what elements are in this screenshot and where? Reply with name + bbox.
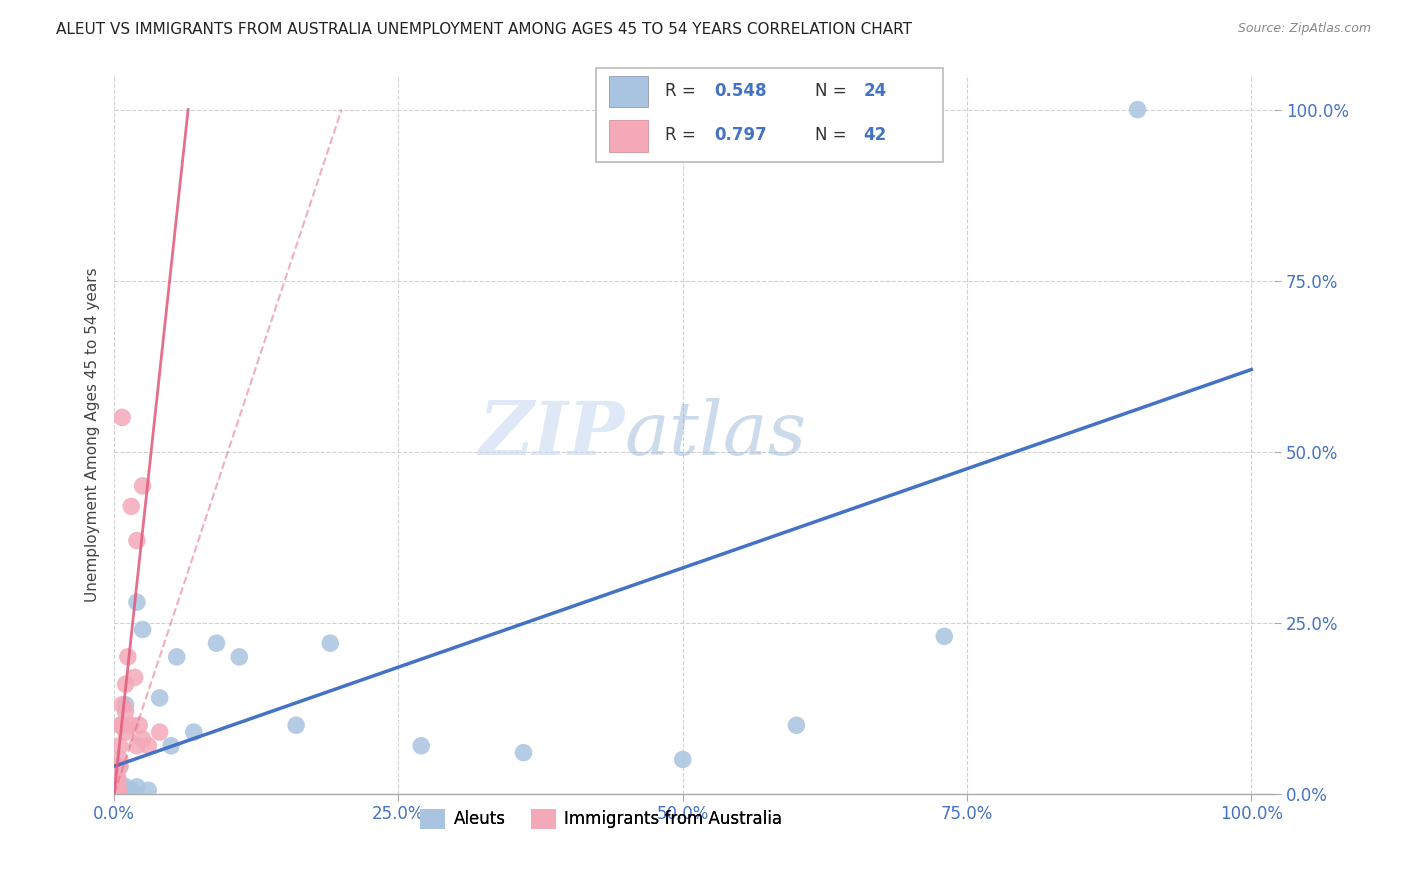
- Point: [107, 784, 129, 798]
- Point: [205, 636, 228, 650]
- Point: [160, 739, 183, 753]
- Point: [107, 784, 129, 798]
- Point: [107, 776, 129, 790]
- Point: [149, 690, 172, 705]
- Point: [107, 781, 129, 796]
- Point: [114, 780, 136, 794]
- Point: [166, 649, 188, 664]
- Point: [117, 649, 139, 664]
- Point: [107, 781, 129, 796]
- Point: [107, 784, 129, 798]
- Legend: Aleuts, Immigrants from Australia: Aleuts, Immigrants from Australia: [413, 802, 789, 836]
- Point: [411, 739, 433, 753]
- Point: [120, 783, 142, 797]
- Text: Source: ZipAtlas.com: Source: ZipAtlas.com: [1237, 22, 1371, 36]
- Point: [108, 776, 131, 790]
- Point: [107, 784, 129, 798]
- Point: [107, 780, 129, 794]
- Point: [285, 718, 308, 732]
- Point: [111, 410, 134, 425]
- Point: [128, 718, 150, 732]
- Point: [136, 783, 159, 797]
- Y-axis label: Unemployment Among Ages 45 to 54 years: Unemployment Among Ages 45 to 54 years: [86, 268, 100, 602]
- Point: [114, 698, 136, 712]
- Point: [107, 784, 129, 798]
- Text: ALEUT VS IMMIGRANTS FROM AUSTRALIA UNEMPLOYMENT AMONG AGES 45 TO 54 YEARS CORREL: ALEUT VS IMMIGRANTS FROM AUSTRALIA UNEMP…: [56, 22, 912, 37]
- Point: [125, 533, 148, 548]
- Point: [108, 752, 131, 766]
- Point: [107, 784, 129, 798]
- Point: [228, 649, 250, 664]
- Text: atlas: atlas: [624, 399, 807, 471]
- Point: [111, 698, 134, 712]
- Point: [934, 629, 956, 643]
- Point: [785, 718, 807, 732]
- Point: [125, 595, 148, 609]
- Point: [108, 759, 131, 773]
- Point: [125, 739, 148, 753]
- Point: [1126, 103, 1149, 117]
- Point: [108, 718, 131, 732]
- Point: [131, 731, 153, 746]
- Point: [114, 677, 136, 691]
- Point: [114, 725, 136, 739]
- Point: [319, 636, 342, 650]
- Point: [111, 718, 134, 732]
- Point: [131, 479, 153, 493]
- Point: [107, 781, 129, 796]
- Point: [107, 772, 129, 787]
- Point: [107, 784, 129, 798]
- Point: [107, 784, 129, 798]
- Point: [107, 770, 129, 784]
- Point: [107, 784, 129, 798]
- Point: [136, 739, 159, 753]
- Point: [131, 623, 153, 637]
- Point: [108, 783, 131, 797]
- Point: [183, 725, 205, 739]
- Point: [672, 752, 695, 766]
- Point: [120, 718, 142, 732]
- Point: [107, 784, 129, 798]
- Text: ZIP: ZIP: [478, 399, 624, 471]
- Point: [108, 759, 131, 773]
- Point: [107, 780, 129, 794]
- Point: [125, 780, 148, 794]
- Point: [149, 725, 172, 739]
- Point: [114, 705, 136, 719]
- Point: [120, 500, 142, 514]
- Point: [107, 784, 129, 798]
- Point: [108, 739, 131, 753]
- Point: [512, 746, 534, 760]
- Point: [107, 784, 129, 798]
- Point: [107, 784, 129, 798]
- Point: [124, 670, 146, 684]
